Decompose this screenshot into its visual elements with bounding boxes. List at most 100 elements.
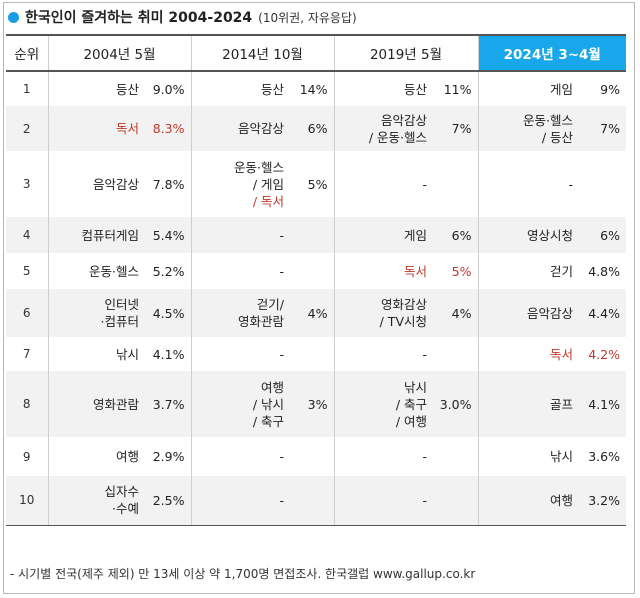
percent-cell: 6%	[433, 217, 479, 253]
hobby-cell: 운동·헬스	[48, 253, 145, 289]
hobby-label: ·컴퓨터	[100, 314, 139, 329]
percent-cell	[433, 437, 479, 476]
hobby-label: 독서	[403, 263, 427, 279]
header-period-2024: 2024년 3~4월	[478, 34, 626, 72]
hobby-cell: 걷기	[478, 253, 579, 289]
hobby-label: 낚시	[403, 379, 427, 395]
percent-cell: 5%	[433, 253, 479, 289]
hobby-cell: 운동·헬스 / 등산	[478, 106, 579, 151]
percent-cell: 8.3%	[145, 106, 192, 151]
hobby-label: 여행	[115, 449, 139, 464]
hobby-label: 게임	[549, 81, 573, 97]
hobby-cell: 인터넷 ·컴퓨터	[48, 289, 145, 337]
hobby-cell: 독서	[334, 253, 433, 289]
hobby-cell: -	[191, 217, 290, 253]
rank-cell: 4	[6, 217, 49, 253]
percent-cell	[290, 437, 335, 476]
hobby-cell: -	[191, 476, 290, 526]
percent-cell: 5.2%	[145, 253, 192, 289]
hobby-label: -	[279, 227, 284, 243]
hobby-label: / TV시청	[379, 314, 427, 329]
hobby-label: 여행	[549, 492, 573, 508]
hobby-label: / 독서	[252, 193, 284, 209]
hobby-cell: 음악감상	[478, 289, 579, 337]
percent-cell: 3.2%	[579, 476, 626, 526]
percent-cell: 7.8%	[145, 151, 192, 217]
hobby-label: -	[422, 176, 427, 192]
hobby-label: 등산	[403, 81, 427, 97]
table-row: 9 여행 2.9% - - 낚시 3.6%	[6, 437, 626, 476]
hobby-cell: 낚시 / 축구 / 여행	[334, 371, 433, 437]
percent-cell: 4.1%	[579, 371, 626, 437]
rank-cell: 5	[6, 253, 49, 289]
percent-cell	[290, 476, 335, 526]
hobby-cell: 십자수 ·수예	[48, 476, 145, 526]
hobby-label: 영화관람	[92, 396, 139, 412]
hobby-cell: 여행	[478, 476, 579, 526]
percent-cell: 4%	[433, 289, 479, 337]
page-subtitle: (10위권, 자유응답)	[258, 10, 357, 25]
hobby-label: -	[279, 449, 284, 464]
table-row: 4 컴퓨터게임 5.4% - 게임 6% 영상시청 6%	[6, 217, 626, 253]
hobby-label: 독서	[549, 346, 573, 362]
table-row: 5 운동·헬스 5.2% - 독서 5% 걷기 4.8%	[6, 253, 626, 289]
percent-cell: 4.4%	[579, 289, 626, 337]
hobby-cell: 걷기/영화관람	[191, 289, 290, 337]
hobby-cell: 운동·헬스 / 게임 / 독서	[191, 151, 290, 217]
percent-cell: 11%	[433, 71, 479, 106]
header-rank: 순위	[6, 34, 49, 72]
hobby-label: 운동·헬스	[89, 263, 139, 279]
table-row: 8 영화관람 3.7% 여행 / 낚시 / 축구 3% 낚시 / 축구 / 여행 3.0% 골프 4.1…	[6, 371, 626, 437]
rank-cell: 9	[6, 437, 49, 476]
hobby-label: 골프	[549, 396, 573, 412]
hobby-cell: 음악감상	[191, 106, 290, 151]
hobby-cell: 낚시	[478, 437, 579, 476]
percent-cell: 7%	[579, 106, 626, 151]
hobby-label: 십자수	[104, 484, 139, 500]
percent-cell	[290, 337, 335, 371]
percent-cell: 4.1%	[145, 337, 192, 371]
percent-cell: 5.4%	[145, 217, 192, 253]
table-row: 10 십자수 ·수예 2.5% - - 여행 3.2%	[6, 476, 626, 526]
percent-cell	[433, 337, 479, 371]
hobby-label: 게임	[403, 227, 427, 243]
hobby-cell: 음악감상	[48, 151, 145, 217]
percent-cell	[433, 476, 479, 526]
hobby-cell: 음악감상 / 운동·헬스	[334, 106, 433, 151]
percent-cell: 5%	[290, 151, 335, 217]
hobby-label: 음악감상	[380, 112, 427, 128]
hobby-cell: 낚시	[48, 337, 145, 371]
hobby-label: 영화관람	[237, 314, 284, 329]
rank-cell: 3	[6, 151, 49, 217]
hobby-label: -	[568, 176, 573, 192]
hobby-label: 운동·헬스	[234, 159, 284, 175]
rank-cell: 6	[6, 289, 49, 337]
hobby-cell: 독서	[478, 337, 579, 371]
percent-cell: 2.9%	[145, 437, 192, 476]
hobby-label: 음악감상	[237, 121, 284, 136]
rank-cell: 10	[6, 476, 49, 526]
hobby-label: 여행	[260, 379, 284, 395]
hobby-label: -	[422, 346, 427, 362]
hobby-label: 낚시	[115, 346, 139, 362]
hobby-label: -	[279, 263, 284, 279]
table-row: 2 독서 8.3% 음악감상 6% 음악감상 / 운동·헬스 7% 운동·헬스 / 등산 7%	[6, 106, 626, 151]
hobby-label: 음악감상	[526, 305, 573, 321]
hobby-label: 인터넷	[104, 297, 139, 312]
bullet-dot-icon	[8, 11, 19, 23]
hobby-label: 등산	[115, 81, 139, 97]
percent-cell: 6%	[579, 217, 626, 253]
hobby-label: 운동·헬스	[523, 112, 573, 128]
table-row: 3 음악감상 7.8% 운동·헬스 / 게임 / 독서 5% - -	[6, 151, 626, 217]
percent-cell: 6%	[290, 106, 335, 151]
percent-cell	[433, 151, 479, 217]
hobby-label: 걷기/	[256, 297, 284, 312]
percent-cell: 14%	[290, 71, 335, 106]
hobby-cell: 영화관람	[48, 371, 145, 437]
percent-cell: 9.0%	[145, 71, 192, 106]
header-row: 순위 2004년 5월 2014년 10월 2019년 5월 2024년 3~4…	[6, 34, 626, 72]
table-row: 1 등산 9.0% 등산 14% 등산 11% 게임 9%	[6, 71, 626, 106]
hobby-cell: 독서	[48, 106, 145, 151]
percent-cell: 4.8%	[588, 263, 620, 279]
header-period-2019: 2019년 5월	[334, 34, 479, 72]
